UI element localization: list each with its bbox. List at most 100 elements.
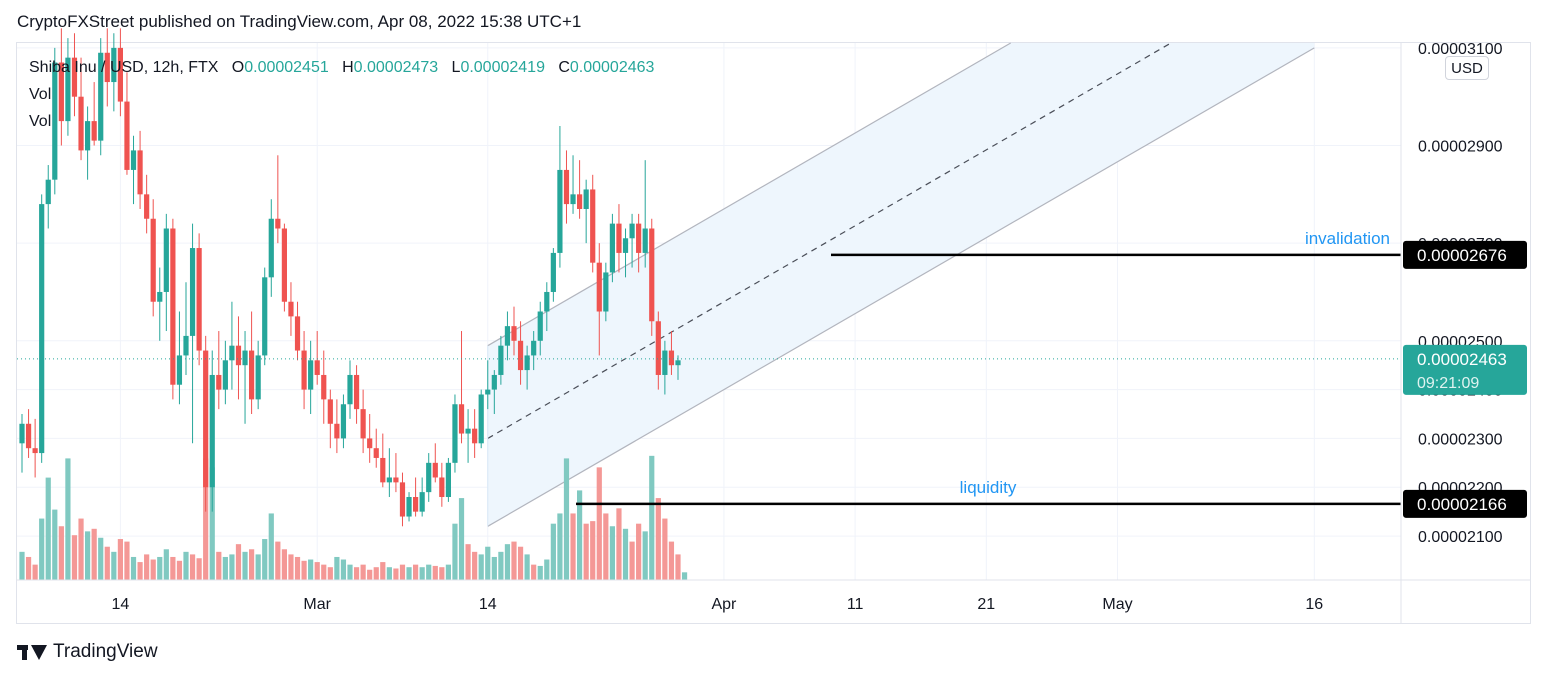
volume-bar [511, 541, 517, 580]
volume-bar [353, 567, 360, 580]
volume-bar [334, 556, 340, 580]
volume-bar [432, 565, 438, 580]
volume-bar [340, 559, 347, 580]
time-tick-label: May [1102, 596, 1132, 613]
candle-body [340, 404, 347, 439]
volume-bar [557, 513, 563, 580]
candle-body [78, 96, 84, 151]
currency-button[interactable]: USD [1445, 56, 1489, 80]
volume-bar [668, 541, 675, 580]
volume-bar [58, 526, 64, 580]
low-label: L [451, 59, 461, 76]
volume-legend-2[interactable]: Vol [29, 113, 52, 130]
volume-bar [577, 490, 583, 580]
time-tick-label: Mar [303, 596, 331, 613]
candle-body [71, 57, 78, 97]
horizontal-levels: invalidation liquidity [17, 229, 1401, 506]
volume-bar [570, 513, 576, 580]
candle-body [413, 497, 419, 512]
candle-body [255, 355, 261, 400]
candle-body [334, 423, 340, 439]
candle-body [655, 321, 661, 375]
volume-bar [275, 541, 281, 580]
candle-body [189, 248, 196, 336]
candle-body [478, 394, 484, 444]
candle-body [380, 457, 386, 483]
candle-body [170, 228, 176, 385]
volume-bar [517, 546, 524, 580]
volume-bar [465, 544, 471, 580]
candle-body [629, 223, 635, 239]
candle-body [360, 409, 366, 439]
volume-bar [347, 564, 353, 580]
candle-body [117, 47, 123, 102]
open-value: 0.00002451 [244, 59, 329, 76]
volume-bar [104, 546, 110, 580]
volume-bar [478, 554, 484, 580]
volume-bar [308, 559, 314, 580]
candle-body [491, 374, 497, 390]
volume-bar [524, 554, 530, 580]
volume-bar [662, 518, 668, 580]
candle-body [675, 360, 681, 366]
volume-bar [367, 569, 373, 580]
volume-bar [675, 554, 681, 580]
candle-body [426, 462, 432, 493]
time-axis: 14 Mar 14 Apr 11 21 May 16 [17, 579, 1531, 613]
volume-bar [196, 558, 202, 580]
candle-body [511, 326, 517, 341]
candle-body [367, 438, 373, 449]
candle-body [432, 462, 438, 478]
volume-bar [419, 567, 425, 580]
invalidation-price-badge-bg [1403, 240, 1527, 269]
candle-body [524, 355, 530, 371]
volume-bar [117, 539, 123, 580]
candle-body [32, 448, 38, 454]
candle-body [25, 423, 32, 449]
volume-bar [85, 531, 91, 580]
candle-body [176, 355, 183, 385]
volume-bar [583, 523, 589, 580]
low-value: 0.00002419 [460, 59, 545, 76]
footer-brand[interactable]: TradingView [17, 641, 158, 663]
volume-bar [642, 531, 648, 580]
volume-bar [314, 562, 320, 580]
time-tick-label: 14 [479, 596, 497, 613]
candle-body [294, 316, 301, 351]
volume-bar [327, 567, 333, 580]
candle-body [636, 223, 642, 253]
price-axis: 0.000031000.000029000.000027000.00002500… [1400, 41, 1527, 623]
regression-channel [487, 42, 1315, 527]
volume-legend-1[interactable]: Vol [29, 86, 52, 103]
candle-body [203, 350, 209, 488]
candle-body [557, 169, 563, 253]
candle-body [439, 477, 445, 498]
candle-body [537, 311, 543, 341]
candle-body [314, 360, 320, 375]
candle-body [249, 350, 255, 400]
candle-body [65, 57, 71, 122]
candle-body [45, 179, 51, 205]
price-tick-label: 0.00002900 [1418, 139, 1503, 156]
candle-body [649, 228, 655, 322]
candle-body [386, 477, 392, 483]
volume-bar [137, 562, 143, 580]
volume-bar [373, 567, 379, 580]
volume-bar [71, 535, 78, 580]
candle-body [58, 62, 64, 122]
current-price-badge-bg [1403, 344, 1527, 395]
volume-bar [360, 564, 366, 580]
volume-bar [537, 565, 543, 580]
volume-bar [406, 567, 412, 580]
candle-body [616, 223, 622, 253]
volume-bar [498, 551, 504, 580]
volume-bar [176, 560, 183, 580]
channel-fill [487, 43, 1315, 527]
volume-bar [268, 513, 274, 580]
high-value: 0.00002473 [353, 59, 439, 76]
candle-body [308, 360, 314, 390]
candle-body [472, 428, 478, 444]
candle-body [550, 252, 556, 292]
candle-body [393, 477, 399, 483]
